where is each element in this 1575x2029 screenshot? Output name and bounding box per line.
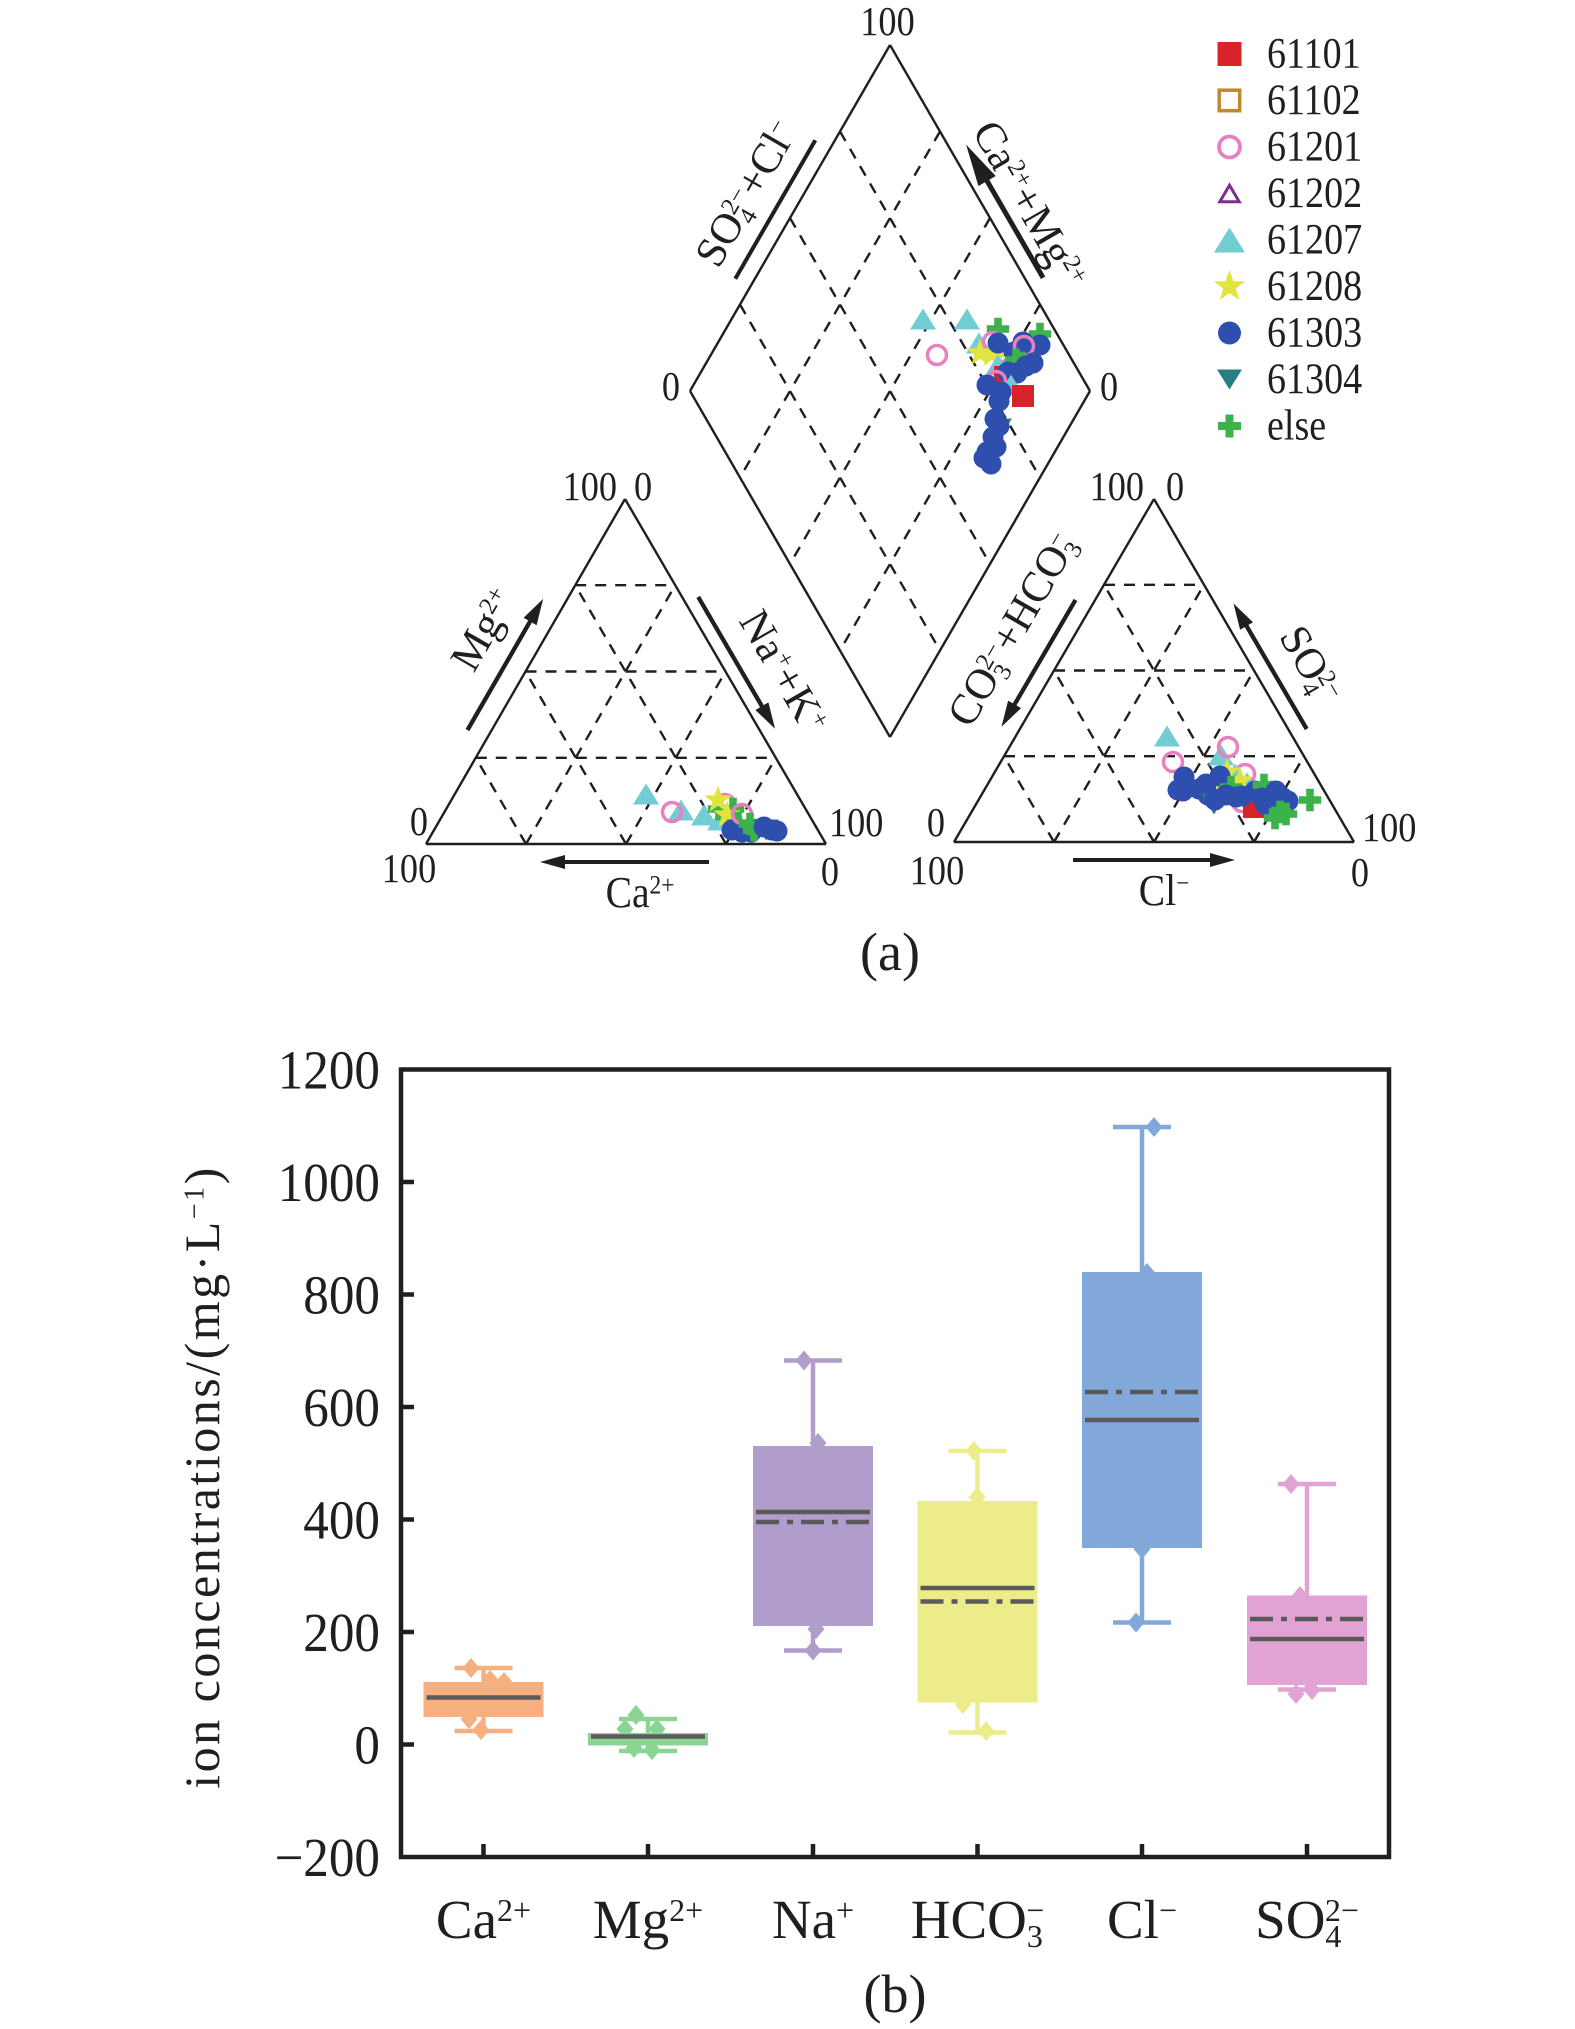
- svg-text:1000: 1000: [278, 1153, 380, 1213]
- svg-text:(b): (b): [864, 1964, 927, 2024]
- svg-text:600: 600: [303, 1378, 380, 1438]
- svg-text:400: 400: [303, 1491, 380, 1551]
- svg-text:61208: 61208: [1267, 262, 1362, 310]
- svg-text:1200: 1200: [278, 1041, 380, 1101]
- svg-text:Mg2+​: Mg2+​: [593, 1889, 703, 1950]
- svg-text:100: 100: [563, 465, 617, 509]
- svg-text:HCO3−​: HCO3−​: [911, 1889, 1045, 1954]
- svg-text:61207: 61207: [1267, 215, 1362, 263]
- svg-text:SO42−​+Cl−​: SO42−​+Cl−​: [686, 113, 809, 277]
- svg-text:100: 100: [1090, 465, 1144, 509]
- svg-text:Cl−​: Cl−​: [1139, 867, 1190, 915]
- svg-text:0: 0: [927, 801, 945, 845]
- svg-text:0: 0: [821, 850, 839, 894]
- svg-text:(a): (a): [860, 922, 920, 982]
- svg-text:100: 100: [860, 0, 914, 44]
- svg-text:100: 100: [829, 801, 883, 845]
- svg-text:61303: 61303: [1267, 308, 1362, 356]
- svg-text:−200: −200: [274, 1828, 380, 1888]
- svg-text:Na+​+K+​: Na+​+K+​: [730, 602, 838, 741]
- svg-text:100: 100: [910, 849, 964, 893]
- svg-text:61201: 61201: [1267, 122, 1362, 170]
- svg-text:61101: 61101: [1267, 29, 1361, 77]
- svg-text:Cl−​: Cl−​: [1107, 1889, 1177, 1950]
- svg-text:0: 0: [1100, 365, 1118, 409]
- svg-text:100: 100: [382, 847, 436, 891]
- svg-text:Na+​: Na+​: [772, 1889, 854, 1950]
- svg-text:0: 0: [354, 1716, 380, 1776]
- svg-text:ion concentrations/(mg·L−1): ion concentrations/(mg·L−1): [174, 1165, 230, 1789]
- svg-text:0: 0: [634, 465, 652, 509]
- svg-text:SO42−​: SO42−​: [1255, 1889, 1359, 1954]
- svg-text:Ca2+​: Ca2+​: [606, 869, 675, 917]
- svg-text:Mg2+​: Mg2+​: [442, 581, 526, 679]
- svg-text:0: 0: [662, 365, 680, 409]
- svg-text:else: else: [1267, 401, 1326, 449]
- svg-text:Ca2+​: Ca2+​: [436, 1889, 531, 1950]
- svg-text:0: 0: [1166, 465, 1184, 509]
- svg-text:61202: 61202: [1267, 169, 1362, 217]
- svg-text:200: 200: [303, 1603, 380, 1663]
- svg-text:100: 100: [1362, 806, 1416, 850]
- svg-text:0: 0: [410, 800, 428, 844]
- svg-text:0: 0: [1351, 851, 1369, 895]
- svg-text:800: 800: [303, 1266, 380, 1326]
- svg-text:61102: 61102: [1267, 76, 1361, 124]
- svg-text:61304: 61304: [1267, 355, 1362, 403]
- svg-text:SO42−​: SO42−​: [1267, 618, 1351, 713]
